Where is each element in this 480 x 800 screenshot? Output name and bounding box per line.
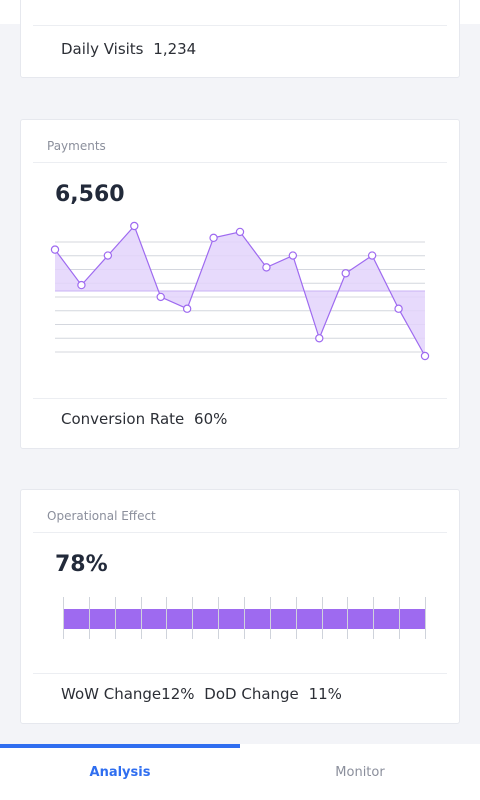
progress-ticks <box>63 597 426 639</box>
active-tab-indicator <box>0 744 240 748</box>
progress-tick <box>166 597 168 639</box>
operational-effect-title: Operational Effect <box>33 490 447 533</box>
data-point <box>420 351 430 361</box>
data-point <box>130 221 139 231</box>
progress-tick <box>88 597 90 639</box>
daily-visits-footer: Daily Visits 1,234 <box>33 25 447 77</box>
wow-change-label: WoW Change <box>61 685 162 703</box>
change-footer: WoW Change12% DoD Change 11% <box>33 673 447 723</box>
progress-tick <box>347 597 349 639</box>
conversion-rate-label: Conversion Rate <box>61 410 185 428</box>
progress-tick <box>140 597 142 639</box>
progress-tick <box>114 597 116 639</box>
progress-tick <box>218 597 220 639</box>
progress-tick <box>373 597 375 639</box>
operational-effect-value: 78% <box>55 552 108 577</box>
progress-tick <box>192 597 194 639</box>
operational-effect-card: Operational Effect 78% WoW Change12% DoD… <box>20 489 460 724</box>
daily-visits-card: Daily Visits 1,234 <box>20 0 460 78</box>
progress-tick <box>295 597 297 639</box>
operational-effect-progress <box>63 597 426 639</box>
bottom-tab-bar: Analysis Monitor <box>0 744 480 800</box>
data-point <box>235 227 245 237</box>
progress-tick <box>399 597 401 639</box>
data-point <box>315 334 324 343</box>
wow-change-value: 12% <box>161 685 195 703</box>
data-point <box>156 292 165 302</box>
data-point <box>341 269 350 278</box>
daily-visits-label: Daily Visits <box>61 40 144 58</box>
data-point <box>50 245 60 254</box>
progress-tick <box>321 597 323 639</box>
tab-analysis[interactable]: Analysis <box>89 765 151 780</box>
payments-value: 6,560 <box>55 182 125 207</box>
data-point <box>367 251 377 260</box>
payments-card: Payments 6,560 Conversion Rate 60% <box>20 119 460 449</box>
conversion-rate-value: 60% <box>194 410 228 428</box>
progress-tick <box>63 597 64 639</box>
data-point <box>209 233 218 243</box>
data-point <box>182 304 192 313</box>
dod-change-label: DoD Change <box>204 685 299 703</box>
conversion-rate-footer: Conversion Rate 60% <box>33 398 447 448</box>
daily-visits-value: 1,234 <box>153 40 197 58</box>
data-point <box>394 304 403 313</box>
dod-change-value: 11% <box>308 685 342 703</box>
payments-title: Payments <box>33 120 447 163</box>
data-point <box>103 251 113 260</box>
tab-monitor[interactable]: Monitor <box>335 765 385 780</box>
data-point <box>262 263 271 272</box>
progress-tick <box>269 597 271 639</box>
progress-tick <box>244 597 245 639</box>
payments-area-chart <box>50 221 430 361</box>
data-point <box>288 251 298 260</box>
data-point <box>77 280 86 290</box>
progress-tick <box>425 597 426 639</box>
